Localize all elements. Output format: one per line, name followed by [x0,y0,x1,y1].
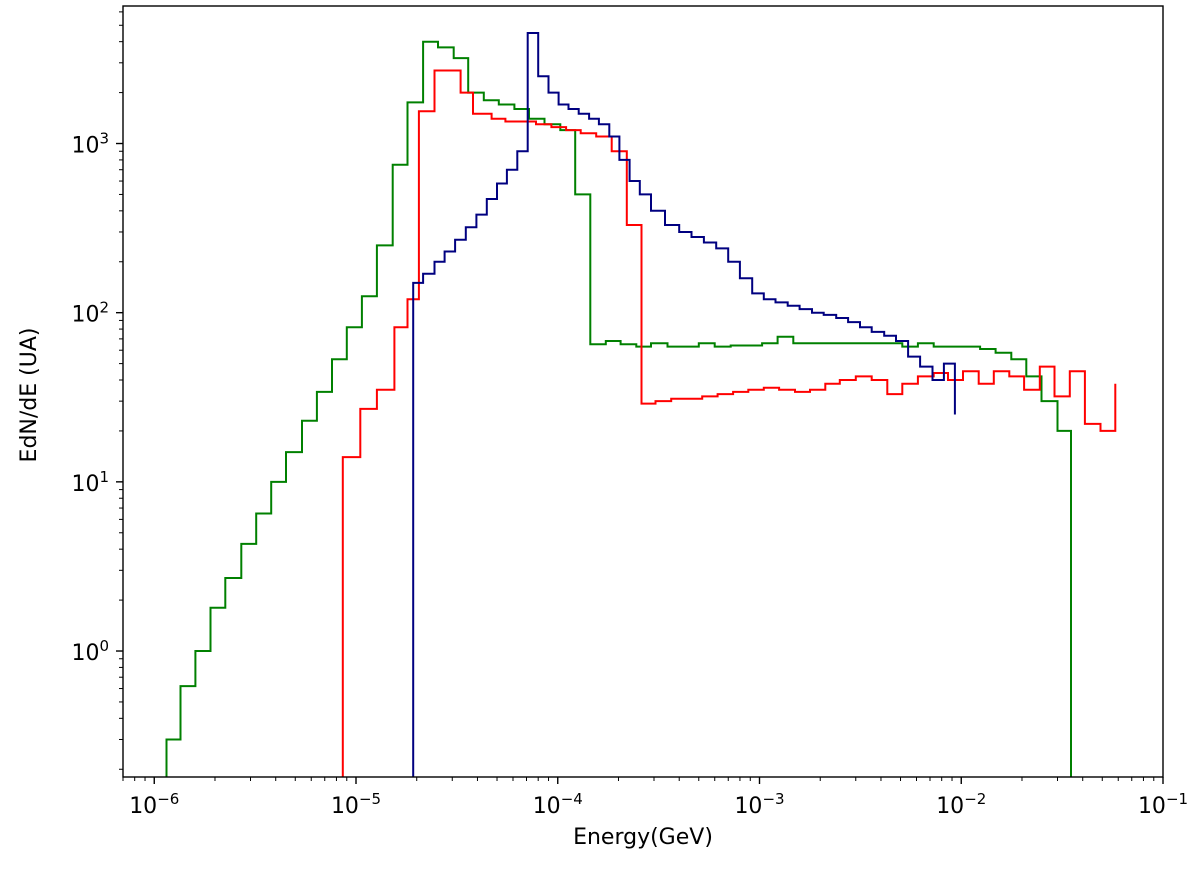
x-axis-label: Energy(GeV) [573,825,713,850]
y-tick-label: 102 [71,299,109,328]
y-tick-label: 101 [71,468,109,497]
y-tick-label: 100 [71,637,109,666]
x-tick-label: 10−1 [1138,790,1188,819]
y-axis-label: EdN/dE (UA) [17,328,42,463]
y-ticks: 100 101 102 103 [71,11,123,770]
series-red [341,69,1117,777]
x-ticks: 10−6 10−5 10−4 10−3 10−2 10−1 [122,777,1188,819]
series-green [165,40,1072,777]
series-navy [412,32,956,777]
x-tick-label: 10−5 [331,790,381,819]
plot-frame [122,5,1164,778]
x-tick-label: 10−3 [734,790,784,819]
y-tick-label: 103 [71,130,109,159]
x-tick-label: 10−6 [129,790,179,819]
x-tick-label: 10−4 [533,790,583,819]
x-tick-label: 10−2 [936,790,986,819]
series-layer [165,32,1117,777]
